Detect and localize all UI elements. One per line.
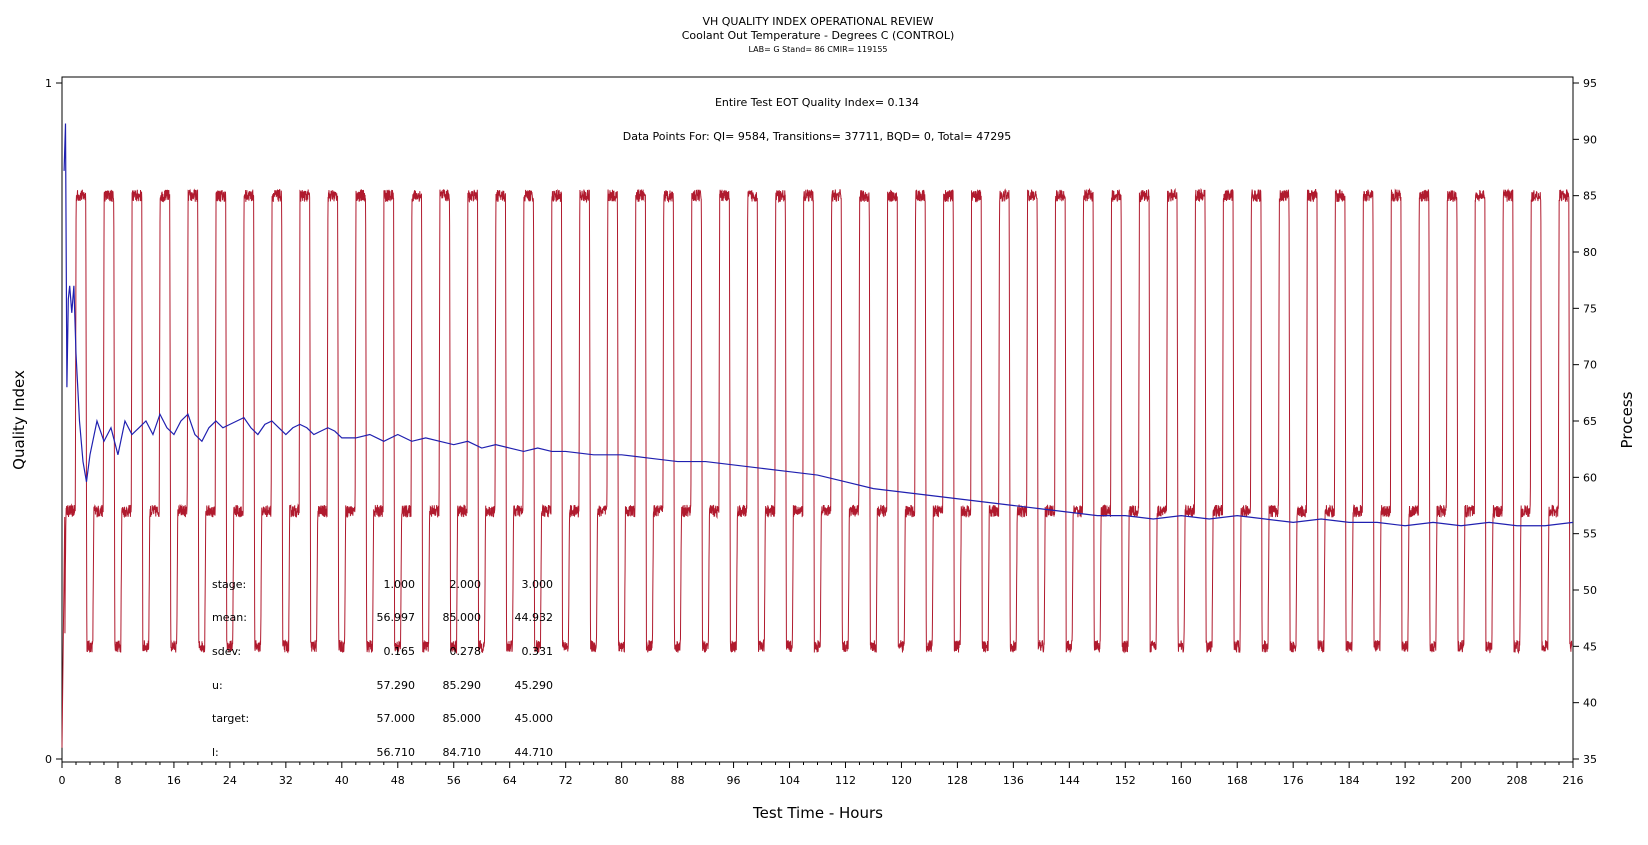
y-axis-right: 35 40 45 50 55 60 65 70 75 80 85 90 95 [1573, 77, 1597, 766]
y-axis-left-label: Quality Index [10, 370, 28, 470]
stats-cell: 45.000 [515, 712, 554, 725]
x-tick-label: 152 [1115, 774, 1136, 787]
stats-cell: 0.165 [384, 645, 416, 658]
x-axis: 0 8 16 24 32 40 48 56 64 72 80 88 96 104 112 120 128 136 1… [59, 762, 1584, 787]
x-tick-label: 16 [167, 774, 181, 787]
stats-row-label: l: [212, 746, 219, 759]
quality-series-layer [63, 123, 1574, 527]
x-tick-label: 72 [559, 774, 573, 787]
x-tick-label: 8 [114, 774, 121, 787]
stats-row-label: u: [212, 679, 223, 692]
stats-cell: 84.710 [443, 746, 482, 759]
y-right-tick-label: 60 [1583, 471, 1597, 484]
x-tick-label: 128 [947, 774, 968, 787]
x-tick-label: 216 [1563, 774, 1584, 787]
stats-row-label: mean: [212, 611, 247, 624]
x-tick-label: 80 [615, 774, 629, 787]
x-tick-label: 24 [223, 774, 237, 787]
chart-subtitle: Coolant Out Temperature - Degrees C (CON… [682, 29, 955, 42]
y-right-tick-label: 45 [1583, 640, 1597, 653]
y-right-tick-label: 65 [1583, 415, 1597, 428]
chart-header: VH QUALITY INDEX OPERATIONAL REVIEW Cool… [682, 15, 955, 54]
stats-row-label: target: [212, 712, 249, 725]
y-right-tick-label: 55 [1583, 528, 1597, 541]
process-line [61, 187, 1573, 748]
x-tick-label: 160 [1171, 774, 1192, 787]
stats-cell: 57.000 [377, 712, 416, 725]
x-tick-label: 96 [727, 774, 741, 787]
x-tick-label: 104 [779, 774, 800, 787]
x-tick-label: 144 [1059, 774, 1080, 787]
y-left-tick-label: 1 [45, 77, 52, 90]
x-tick-label: 32 [279, 774, 293, 787]
x-tick-label: 40 [335, 774, 349, 787]
stats-table: stage: mean: sdev: u: target: l: 1.000 56.997 0.… [212, 578, 553, 759]
stats-cell: 56.710 [377, 746, 416, 759]
stats-cell: 0.278 [450, 645, 482, 658]
stats-cell: 3.000 [522, 578, 554, 591]
y-right-tick-label: 95 [1583, 77, 1597, 90]
y-right-tick-label: 35 [1583, 753, 1597, 766]
y-right-tick-label: 75 [1583, 302, 1597, 315]
x-tick-label: 136 [1003, 774, 1024, 787]
x-tick-label: 200 [1451, 774, 1472, 787]
stats-cell: 45.290 [515, 679, 554, 692]
stats-cell: 57.290 [377, 679, 416, 692]
x-tick-label: 88 [671, 774, 685, 787]
stats-cell: 44.932 [515, 611, 554, 624]
stats-cell: 44.710 [515, 746, 554, 759]
stats-cell: 1.000 [384, 578, 416, 591]
x-tick-label: 184 [1339, 774, 1360, 787]
x-tick-label: 48 [391, 774, 405, 787]
quality-index-line [63, 123, 1574, 527]
x-axis-label: Test Time - Hours [752, 804, 883, 822]
chart-subtitle-lab: LAB= G Stand= 86 CMIR= 119155 [748, 45, 887, 54]
stats-cell: 85.000 [443, 712, 482, 725]
x-tick-label: 0 [59, 774, 66, 787]
y-left-tick-label: 0 [45, 753, 52, 766]
y-axis-left: 01 [45, 77, 62, 766]
y-right-tick-label: 40 [1583, 697, 1597, 710]
process-series-layer [61, 187, 1573, 748]
data-points-annotation: Data Points For: QI= 9584, Transitions= … [623, 130, 1012, 143]
stats-cell: 85.000 [443, 611, 482, 624]
x-tick-label: 208 [1507, 774, 1528, 787]
x-tick-label: 112 [835, 774, 856, 787]
x-tick-label: 168 [1227, 774, 1248, 787]
y-right-tick-label: 70 [1583, 359, 1597, 372]
stats-cell: 0.331 [522, 645, 554, 658]
stats-cell: 56.997 [377, 611, 416, 624]
stats-row-label: stage: [212, 578, 246, 591]
quality-index-annotation: Entire Test EOT Quality Index= 0.134 [715, 96, 919, 109]
x-tick-label: 56 [447, 774, 461, 787]
stats-cell: 85.290 [443, 679, 482, 692]
x-tick-label: 120 [891, 774, 912, 787]
chart-title: VH QUALITY INDEX OPERATIONAL REVIEW [702, 15, 933, 28]
stats-row-label: sdev: [212, 645, 241, 658]
y-right-tick-label: 85 [1583, 190, 1597, 203]
x-tick-label: 176 [1283, 774, 1304, 787]
x-tick-label: 64 [503, 774, 517, 787]
y-right-tick-label: 90 [1583, 133, 1597, 146]
plot-frame [61, 76, 1574, 763]
x-tick-label: 192 [1395, 774, 1416, 787]
stats-cell: 2.000 [450, 578, 482, 591]
y-right-tick-label: 50 [1583, 584, 1597, 597]
y-right-tick-label: 80 [1583, 246, 1597, 259]
y-axis-right-label: Process [1618, 391, 1636, 448]
